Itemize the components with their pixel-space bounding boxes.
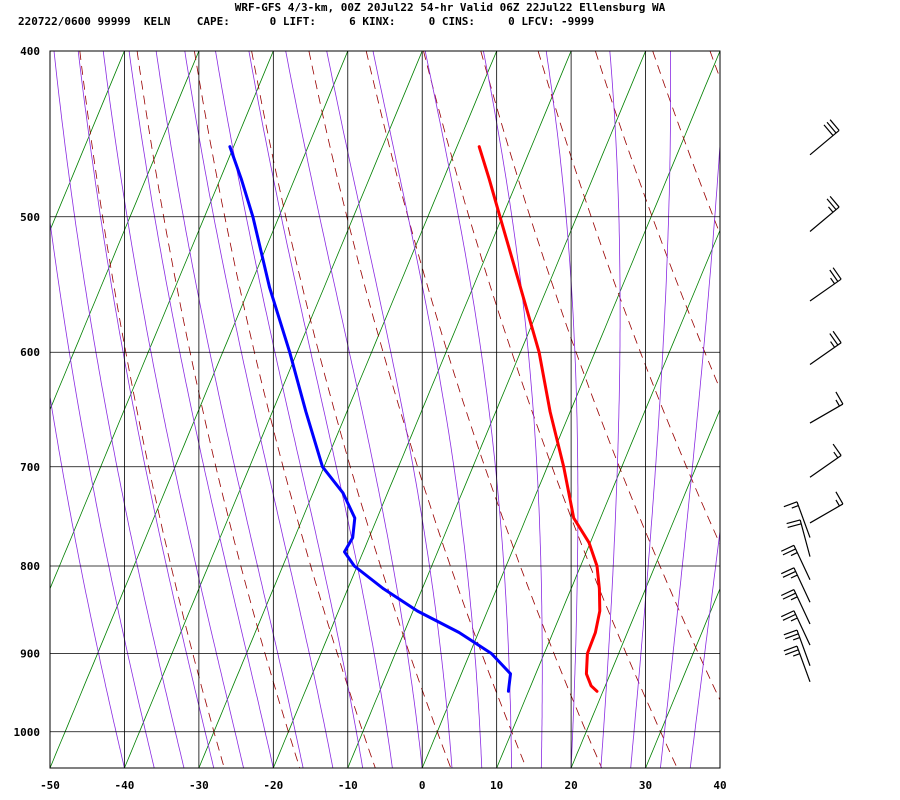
wind-barb — [809, 119, 840, 156]
dry-adiabat-line — [365, 51, 603, 768]
wind-barb — [783, 629, 811, 666]
wind-barb — [786, 519, 811, 557]
moist-adiabat-line — [483, 51, 543, 768]
wind-barbs — [780, 119, 844, 683]
wind-barb — [809, 443, 842, 478]
wind-barb — [783, 645, 811, 683]
dry-adiabat-line — [537, 51, 720, 546]
x-tick-label: 0 — [419, 779, 426, 792]
dry-adiabat-line — [480, 51, 720, 702]
x-tick-label: -50 — [40, 779, 60, 792]
wind-barb — [809, 491, 844, 524]
moist-adiabat-line — [630, 51, 671, 768]
isotherm-line — [198, 51, 498, 768]
moist-adiabat-line — [545, 51, 579, 768]
moist-adiabat-line — [184, 51, 334, 768]
wind-barb — [780, 567, 811, 603]
x-tick-label: 40 — [713, 779, 726, 792]
moist-adiabat-line — [326, 51, 453, 768]
wind-barb — [780, 589, 811, 625]
tick-labels: -50 -40 -30 -20 -10 0 10 20 30 40 400 500 600 700 800 9… — [14, 45, 727, 792]
moist-adiabat-line — [600, 51, 621, 768]
moist-adiabat-line — [660, 138, 720, 768]
moist-adiabat-line — [215, 51, 364, 768]
moist-adiabat-line — [53, 51, 185, 768]
isotherm-line — [272, 51, 572, 768]
moist-adiabat-line — [689, 527, 720, 768]
wind-barb — [780, 610, 811, 646]
isotherm-line — [124, 51, 423, 768]
moist-adiabat-line — [50, 394, 125, 768]
x-tick-label: 20 — [564, 779, 577, 792]
dry-adiabat-line — [136, 51, 301, 768]
x-tick-label: -20 — [263, 779, 283, 792]
y-tick-label: 800 — [20, 560, 40, 573]
y-tick-label: 500 — [20, 211, 40, 224]
isotherm-line — [645, 587, 720, 768]
dry-adiabat-line — [251, 51, 452, 768]
moist-adiabat-line — [77, 51, 215, 768]
wind-barb — [809, 267, 842, 302]
isotherm-line — [719, 766, 720, 768]
moist-adiabat-line — [719, 765, 720, 768]
y-tick-label: 700 — [20, 461, 40, 474]
isotherm-line — [50, 51, 125, 232]
dry-adiabat-line — [79, 51, 225, 768]
isotherm-line — [50, 51, 274, 590]
x-tick-label: 10 — [490, 779, 503, 792]
grid — [49, 50, 721, 768]
moist-adiabat-line — [155, 51, 304, 768]
isotherm-line — [570, 408, 720, 768]
dry-adiabat-line — [709, 51, 720, 80]
moist-adiabat-line — [248, 51, 393, 768]
dry-adiabat-line — [194, 51, 376, 768]
background-lines — [50, 51, 720, 768]
x-tick-label: -40 — [115, 779, 135, 792]
moist-adiabat-line — [50, 218, 155, 768]
wind-barb — [809, 195, 840, 232]
isotherm-line — [50, 51, 200, 411]
isotherm-line — [347, 51, 646, 768]
plot-frame — [49, 50, 721, 769]
isotherm-line — [50, 51, 349, 768]
isotherm-line — [421, 51, 720, 768]
wind-barb — [780, 544, 811, 581]
x-tick-label: -10 — [338, 779, 358, 792]
x-tick-label: -30 — [189, 779, 209, 792]
plot-border — [49, 50, 721, 769]
wind-barb — [809, 391, 844, 424]
moist-adiabat-line — [128, 51, 274, 768]
temperature-profile-line — [477, 145, 602, 693]
dry-adiabat-line — [423, 51, 678, 768]
wind-barb — [809, 330, 842, 366]
dry-adiabat-line — [308, 51, 527, 768]
x-tick-label: 30 — [639, 779, 652, 792]
y-tick-label: 600 — [20, 346, 40, 359]
y-tick-label: 1000 — [14, 726, 41, 739]
y-tick-label: 400 — [20, 45, 40, 58]
chart-title: WRF-GFS 4/3-km, 00Z 20Jul22 54-hr Valid … — [234, 1, 666, 14]
y-tick-label: 900 — [20, 647, 40, 660]
station-stats-line: 220722/0600 99999 KELN CAPE: 0 LIFT: 6 K… — [18, 15, 595, 28]
moist-adiabat-line — [372, 51, 483, 768]
moist-adiabat-line — [285, 51, 423, 768]
profiles — [228, 145, 602, 693]
dry-adiabat-line — [595, 51, 720, 390]
wind-barb — [783, 501, 811, 538]
dewpoint-profile-line — [228, 145, 512, 693]
isotherm-line — [496, 229, 720, 768]
moist-adiabat-line — [102, 51, 244, 768]
